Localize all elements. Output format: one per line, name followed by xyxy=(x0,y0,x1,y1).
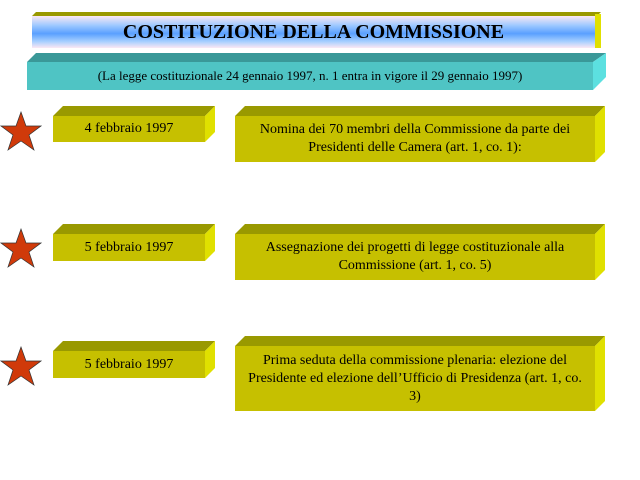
subtitle: (La legge costituzionale 24 gennaio 1997… xyxy=(27,62,593,90)
title-bar-side xyxy=(595,14,601,48)
page-title: COSTITUZIONE DELLA COMMISSIONE xyxy=(32,16,595,48)
event-description: Prima seduta della commissione plenaria:… xyxy=(235,346,595,411)
star-icon xyxy=(0,111,42,151)
title-bar-top xyxy=(32,12,601,16)
event-description: Nomina dei 70 membri della Commissione d… xyxy=(235,116,595,162)
event-date: 5 febbraio 1997 xyxy=(53,351,205,378)
event-date: 4 febbraio 1997 xyxy=(53,116,205,142)
star-icon xyxy=(0,346,42,386)
event-description: Assegnazione dei progetti di legge costi… xyxy=(235,234,595,280)
event-date: 5 febbraio 1997 xyxy=(53,234,205,261)
star-icon xyxy=(0,228,42,268)
subtitle-bar-top xyxy=(27,53,606,62)
